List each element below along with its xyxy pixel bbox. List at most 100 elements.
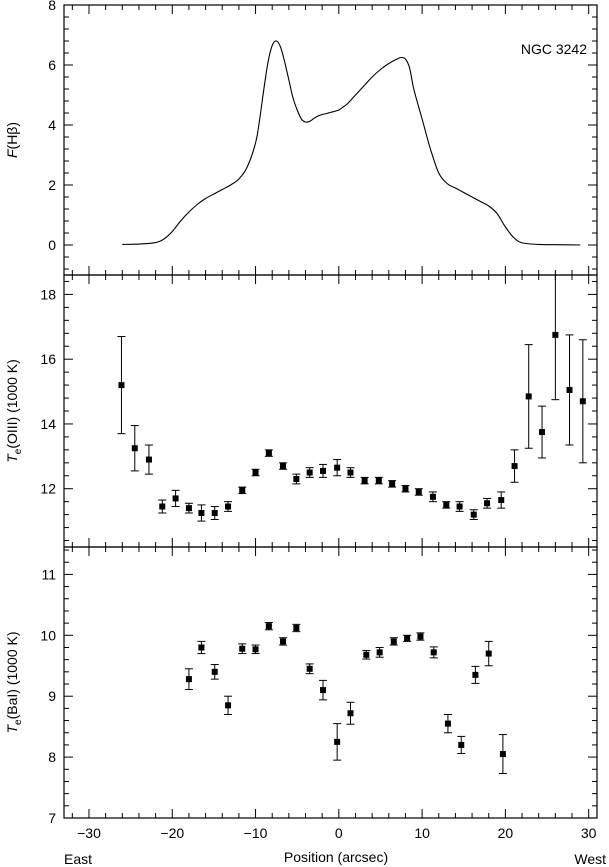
plot-frame [63, 546, 598, 819]
data-point [334, 738, 341, 745]
data-point [185, 676, 192, 683]
data-point [443, 501, 450, 508]
y-tick-label: 2 [48, 177, 56, 193]
x-tick-label: 20 [498, 825, 514, 841]
x-axis-label: Position (arcsec) [284, 849, 388, 865]
data-point [131, 445, 138, 452]
x-tick-label: 30 [581, 825, 597, 841]
data-point [376, 649, 383, 656]
data-point [525, 393, 532, 400]
data-point [485, 650, 492, 657]
data-point [159, 503, 166, 510]
plot-frame [63, 4, 598, 276]
data-point [444, 720, 451, 727]
y-tick-label: 7 [48, 810, 56, 826]
y-tick-label: 8 [48, 749, 56, 765]
data-point [552, 331, 559, 338]
data-point [293, 624, 300, 631]
y-tick-label: 16 [40, 351, 56, 367]
data-point [172, 495, 179, 502]
data-point [145, 456, 152, 463]
data-point [472, 671, 479, 678]
y-axis-label-symbol: T [4, 724, 20, 734]
data-point [470, 511, 477, 518]
data-point [499, 751, 506, 758]
y-tick-label: 0 [48, 237, 56, 253]
data-point [415, 488, 422, 495]
y-tick-label: 6 [48, 57, 56, 73]
y-tick-label: 9 [48, 688, 56, 704]
data-point [347, 469, 354, 476]
y-axis-label-symbol: F [4, 148, 20, 158]
data-point [198, 510, 205, 516]
y-tick-label: 11 [41, 566, 56, 582]
data-point [280, 463, 287, 470]
data-point [306, 665, 313, 672]
data-point [211, 510, 218, 516]
data-point [306, 469, 313, 476]
data-point [252, 646, 259, 653]
data-point [280, 638, 287, 645]
y-tick-label: 18 [40, 286, 56, 302]
panel-te-bai: 7 8 9 10 11 Te(BaI) (1000 K) −30 −20 −10 0 10 20 30 P… [4, 546, 606, 867]
y-axis-label-subscript: e [13, 448, 24, 454]
y-axis-label-text: (BaI) (1000 K) [4, 631, 20, 719]
data-point [225, 503, 232, 510]
data-point [252, 469, 259, 476]
data-point [118, 382, 125, 389]
y-tick-label: 14 [40, 416, 56, 432]
data-point [239, 645, 246, 652]
data-point [390, 638, 397, 645]
data-point [404, 635, 411, 642]
data-point [265, 450, 272, 457]
panel-te-oiii: 12 14 16 18 Te(OIII) (1000 K) [4, 274, 598, 548]
plot-frame [63, 274, 598, 548]
data-point [265, 623, 272, 630]
data-point [225, 702, 232, 709]
x-tick-label: −20 [160, 825, 184, 841]
y-axis-label: Te(BaI) (1000 K) [4, 631, 24, 733]
data-point [320, 687, 327, 694]
y-axis-label-text: (Hβ) [4, 122, 20, 150]
data-point [511, 463, 518, 470]
x-axis-east-label: East [64, 851, 92, 867]
data-point [456, 503, 463, 510]
data-point [198, 644, 205, 651]
x-tick-label: 10 [414, 825, 430, 841]
data-point [334, 464, 341, 471]
hbeta-flux-line [122, 40, 581, 246]
data-point [579, 398, 586, 405]
data-point [429, 493, 436, 500]
y-tick-label: 10 [40, 627, 56, 643]
data-point [239, 487, 246, 494]
y-axis-label-text: (OIII) (1000 K) [4, 359, 20, 448]
x-tick-label: −30 [77, 825, 101, 841]
data-point [185, 505, 192, 512]
data-point [320, 467, 327, 474]
data-point [430, 649, 437, 656]
y-axis-label-subscript: e [13, 719, 24, 725]
object-name-annotation: NGC 3242 [521, 41, 587, 57]
data-point [293, 476, 300, 482]
data-point [363, 651, 370, 658]
data-point [484, 500, 491, 507]
data-point [458, 741, 465, 748]
x-tick-label: 0 [335, 825, 343, 841]
data-point [417, 633, 424, 640]
x-tick-label: −10 [244, 825, 268, 841]
y-tick-label: 4 [48, 117, 56, 133]
x-axis-west-label: West [574, 851, 606, 867]
data-point [375, 477, 382, 484]
y-axis-label: Te(OIII) (1000 K) [4, 359, 24, 463]
y-axis-label: F(Hβ) [4, 122, 20, 158]
data-point [361, 477, 368, 484]
data-point [389, 480, 396, 487]
data-point [211, 668, 218, 675]
data-point [347, 710, 354, 717]
y-tick-label: 12 [40, 481, 56, 497]
data-point [566, 386, 573, 393]
panel-hbeta-flux: 0 2 4 6 8 F(Hβ) NGC 3242 [4, 0, 598, 276]
y-tick-label: 8 [48, 0, 56, 13]
data-point [402, 485, 409, 492]
